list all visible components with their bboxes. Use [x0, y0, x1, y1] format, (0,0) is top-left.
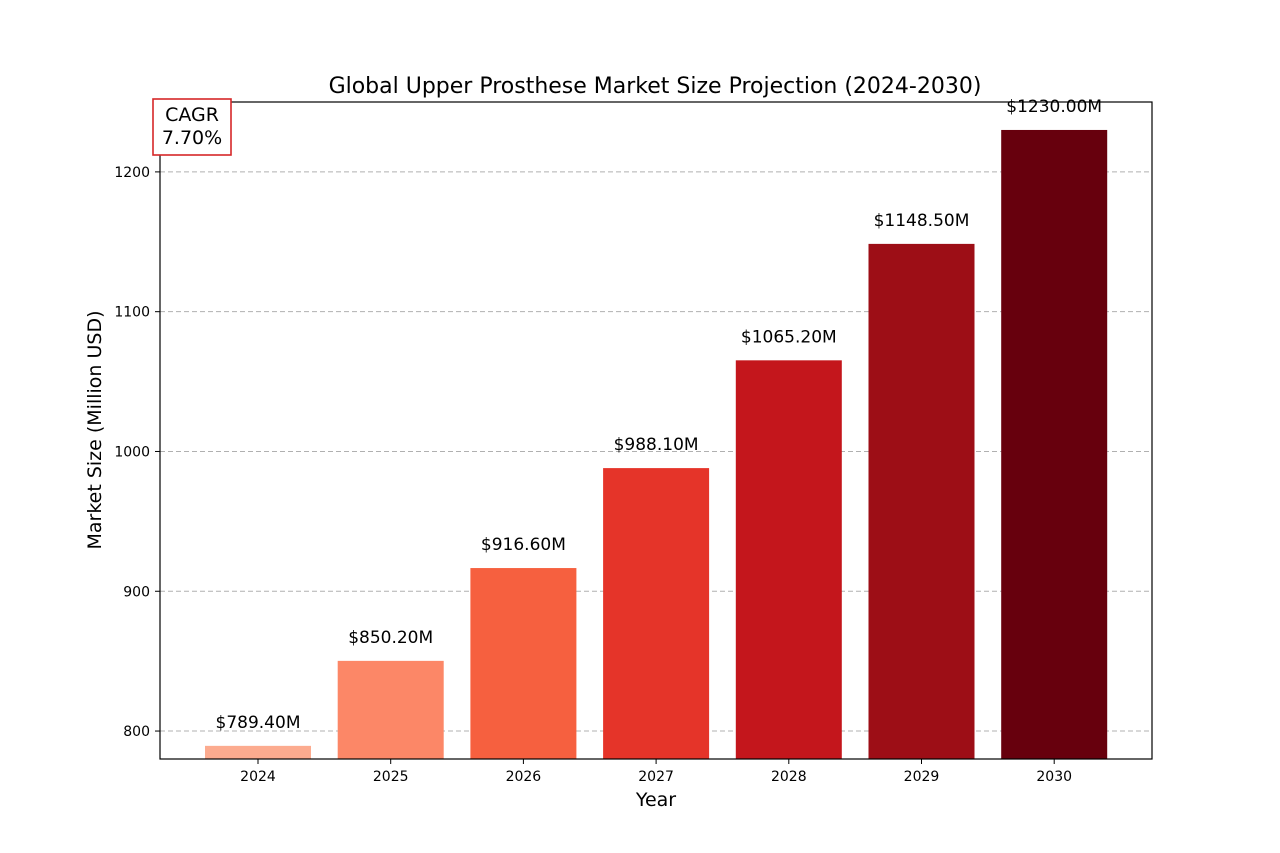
data-label-2025: $850.20M — [348, 628, 433, 648]
x-tick-label: 2028 — [771, 769, 807, 785]
bars — [205, 129, 1108, 760]
y-tick-label: 800 — [123, 724, 150, 740]
x-tick-label: 2030 — [1036, 769, 1072, 785]
x-tick-label: 2029 — [904, 769, 940, 785]
bar-2024 — [205, 745, 311, 759]
bar-2026 — [470, 568, 577, 759]
bar-2027 — [603, 468, 710, 759]
chart-title: Global Upper Prosthese Market Size Proje… — [329, 74, 982, 99]
bar-2025 — [337, 660, 444, 759]
bar-2030 — [1001, 129, 1108, 759]
y-tick-label: 900 — [123, 584, 150, 600]
x-axis-label: Year — [635, 789, 676, 811]
y-tick-label: 1200 — [114, 165, 150, 181]
cagr-box — [152, 98, 232, 156]
x-axis-ticks: 2024 2025 2026 2027 2028 2029 2030 — [240, 759, 1072, 785]
cagr-value: 7.70% — [162, 127, 222, 149]
bar-2029 — [868, 243, 975, 760]
data-label-2027: $988.10M — [614, 435, 699, 455]
x-tick-label: 2024 — [240, 769, 276, 785]
data-label-2030: $1230.00M — [1006, 97, 1102, 117]
y-tick-label: 1100 — [114, 305, 150, 321]
data-label-2026: $916.60M — [481, 535, 566, 555]
x-tick-label: 2025 — [373, 769, 409, 785]
data-label-2028: $1065.20M — [741, 327, 837, 347]
x-tick-label: 2026 — [506, 769, 542, 785]
y-axis-ticks: 800 900 1000 1100 1200 — [114, 165, 160, 740]
data-label-2024: $789.40M — [216, 713, 301, 733]
cagr-title: CAGR — [165, 104, 219, 126]
bar-2028 — [735, 360, 842, 759]
x-tick-label: 2027 — [638, 769, 674, 785]
cagr-annotation: CAGR 7.70% — [152, 98, 232, 156]
data-label-2029: $1148.50M — [874, 211, 970, 231]
y-tick-label: 1000 — [114, 444, 150, 460]
y-axis-label: Market Size (Million USD) — [84, 310, 106, 549]
